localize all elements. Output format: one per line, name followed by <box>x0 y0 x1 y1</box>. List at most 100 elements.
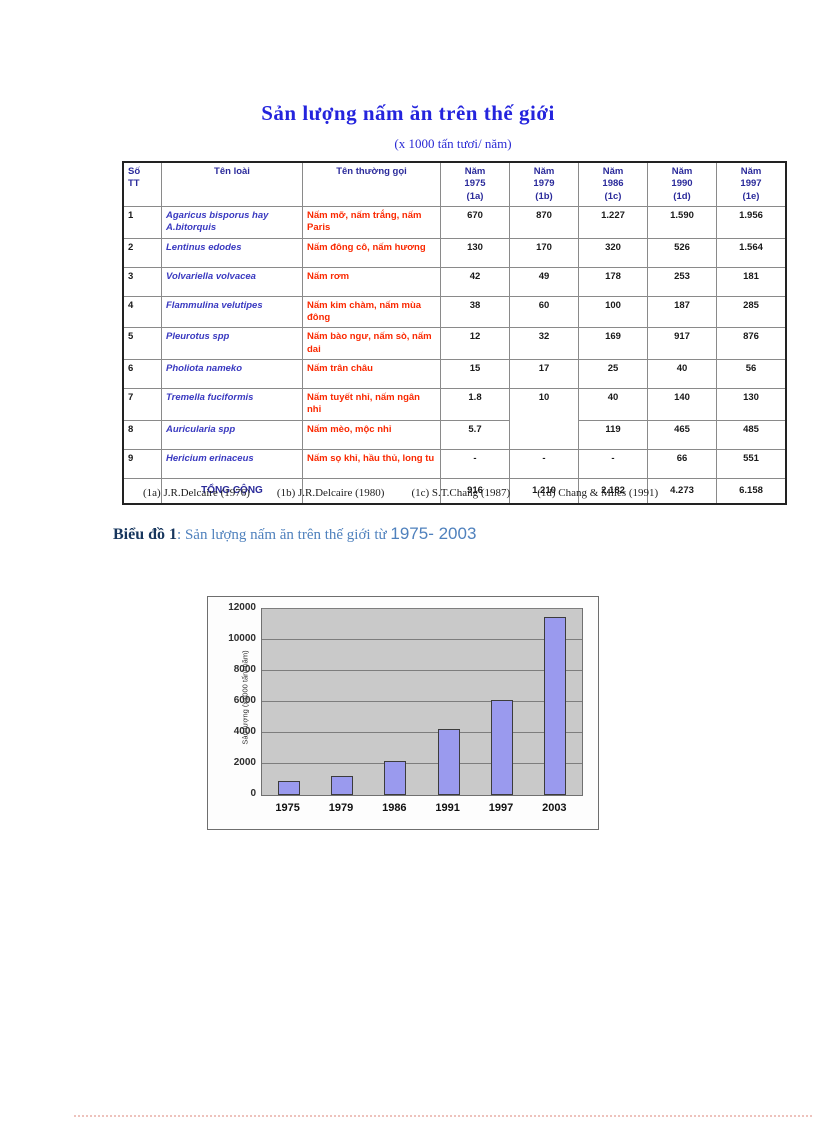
cell-year-value: 40 <box>578 388 648 421</box>
header-year-1990: Năm 1990 (1d) <box>647 161 717 208</box>
cell-year-value: 5.7 <box>440 419 510 450</box>
cell-year-value: 320 <box>578 237 648 268</box>
page-title: Sản lượng nấm ăn trên thế giới <box>261 101 555 125</box>
bar-1979 <box>331 776 353 795</box>
chart-plot-area <box>261 608 583 796</box>
y-tick-label: 8000 <box>233 664 256 675</box>
page-bottom-dotted-rule <box>74 1115 812 1117</box>
footnote: (1c) S.T.Chang (1987) <box>411 487 511 499</box>
cell-year-value: - <box>509 448 579 479</box>
cell-year-value: 32 <box>509 327 579 361</box>
cell-year-value: 15 <box>440 359 510 390</box>
cell-year-value: 670 <box>440 206 510 239</box>
gridline <box>262 701 582 702</box>
caption-separator: : <box>177 527 185 543</box>
x-tick-label: 1997 <box>488 802 514 814</box>
header-year-1975: Năm 1975 (1a) <box>440 161 510 208</box>
cell-common-name: Nấm đông cô, nấm hương <box>302 237 441 268</box>
caption-text: Sản lượng nấm ăn trên thế giới từ <box>184 527 391 543</box>
y-tick-label: 6000 <box>233 695 256 706</box>
cell-year-value: 1.590 <box>647 206 717 239</box>
header-year-1997: Năm 1997 (1e) <box>716 161 787 208</box>
cell-year-value: 25 <box>578 359 648 390</box>
cell-year-value: 870 <box>509 206 579 239</box>
cell-year-value: 10 <box>509 388 579 450</box>
x-tick-label: 1986 <box>382 802 407 814</box>
cell-number: 1 <box>122 206 162 239</box>
cell-number: 5 <box>122 327 162 361</box>
y-tick-label: 2000 <box>233 757 256 768</box>
cell-species-name: Agaricus bisporus hay A.bitorquis <box>161 206 303 239</box>
cell-common-name: Nấm tuyết nhỉ, nấm ngân nhỉ <box>302 388 441 421</box>
cell-year-value: 66 <box>647 448 717 479</box>
cell-year-value: 140 <box>647 388 717 421</box>
cell-common-name: Nấm sọ khỉ, hầu thủ, long tu <box>302 448 441 479</box>
cell-species-name: Volvariella volvacea <box>161 266 303 297</box>
bar-1991 <box>437 728 460 795</box>
cell-year-value: - <box>578 448 648 479</box>
cell-year-value: - <box>440 448 510 479</box>
header-so-tt: Số TT <box>122 161 162 208</box>
cell-number: 2 <box>122 237 162 268</box>
cell-year-value: 130 <box>440 237 510 268</box>
gridline <box>262 763 582 764</box>
cell-common-name: Nấm kim chàm, nấm mùa đông <box>302 295 441 329</box>
table-row: 6 Pholiota nameko Nấm trân châu 15 17 25 40 56 <box>122 359 787 390</box>
cell-year-value: 169 <box>578 327 648 361</box>
cell-year-value: 178 <box>578 266 648 297</box>
x-tick-label: 1975 <box>275 802 300 814</box>
total-year-value: 1.210 <box>509 477 579 505</box>
bar-1975 <box>277 780 300 795</box>
cell-number: 8 <box>122 419 162 450</box>
cell-species-name: Lentinus edodes <box>161 237 303 268</box>
cell-year-value: 465 <box>647 419 717 450</box>
table-body: 1 Agaricus bisporus hay A.bitorquis Nấm mỡ… <box>122 206 787 505</box>
cell-number: 9 <box>122 448 162 479</box>
mushroom-production-table: Số TT Tên loài Tên thường gọi Năm 1975 (… <box>122 161 787 505</box>
table-footnotes: (1a) J.R.Delcaire (1976) (1b) J.R.Delcair… <box>143 487 658 499</box>
cell-species-name: Auricularia spp <box>161 419 303 450</box>
table-row: 5 Pleurotus spp Nấm bào ngư, nấm sò, nấm d… <box>122 327 787 361</box>
cell-year-value: 56 <box>716 359 787 390</box>
cell-number: 3 <box>122 266 162 297</box>
cell-common-name: Nấm trân châu <box>302 359 441 390</box>
cell-year-value: 285 <box>716 295 787 329</box>
cell-empty <box>302 477 441 505</box>
cell-empty <box>122 477 162 505</box>
table-header-row: Số TT Tên loài Tên thường gọi Năm 1975 (… <box>122 161 787 208</box>
cell-year-value: 917 <box>647 327 717 361</box>
header-ten-loai: Tên loài <box>161 161 303 208</box>
cell-year-value: 100 <box>578 295 648 329</box>
y-tick-label: 4000 <box>233 726 256 737</box>
header-year-1986: Năm 1986 (1c) <box>578 161 648 208</box>
total-year-value: 4.273 <box>647 477 717 505</box>
total-year-value: 2.182 <box>578 477 648 505</box>
table-row: 4 Flammulina velutipes Nấm kim chàm, nấm m… <box>122 295 787 329</box>
cell-species-name: Pholiota nameko <box>161 359 303 390</box>
cell-species-name: Hericium erinaceus <box>161 448 303 479</box>
cell-year-value: 40 <box>647 359 717 390</box>
table-row: 8 Auricularia spp Nấm mèo, mộc nhỉ 5.7 119 46… <box>122 419 787 450</box>
bar-1986 <box>384 761 407 795</box>
cell-year-value: 876 <box>716 327 787 361</box>
cell-number: 6 <box>122 359 162 390</box>
table-row: 9 Hericium erinaceus Nấm sọ khỉ, hầu thủ, … <box>122 448 787 479</box>
cell-number: 4 <box>122 295 162 329</box>
cell-year-value: 60 <box>509 295 579 329</box>
caption-year-range: 1975- 2003 <box>390 524 477 543</box>
cell-year-value: 181 <box>716 266 787 297</box>
table-row: 3 Volvariella volvacea Nấm rơm 42 49 178 253 18… <box>122 266 787 297</box>
table-row: 7 Tremella fuciformis Nấm tuyết nhỉ, nấm n… <box>122 388 787 450</box>
cell-year-value: 49 <box>509 266 579 297</box>
cell-year-value: 187 <box>647 295 717 329</box>
header-ten-thuong-goi: Tên thường gọi <box>302 161 441 208</box>
y-tick-label: 0 <box>250 788 256 799</box>
chart-caption: Biểu đồ 1: Sản lượng nấm ăn trên thế giớ… <box>113 524 476 544</box>
caption-label: Biểu đồ 1 <box>113 526 178 543</box>
cell-common-name: Nấm rơm <box>302 266 441 297</box>
cell-species-name: Tremella fuciformis <box>161 388 303 421</box>
header-year-1979: Năm 1979 (1b) <box>509 161 579 208</box>
total-label: TỔNG CỘNG <box>161 477 303 505</box>
bar-2003 <box>544 616 567 795</box>
gridline <box>262 670 582 671</box>
